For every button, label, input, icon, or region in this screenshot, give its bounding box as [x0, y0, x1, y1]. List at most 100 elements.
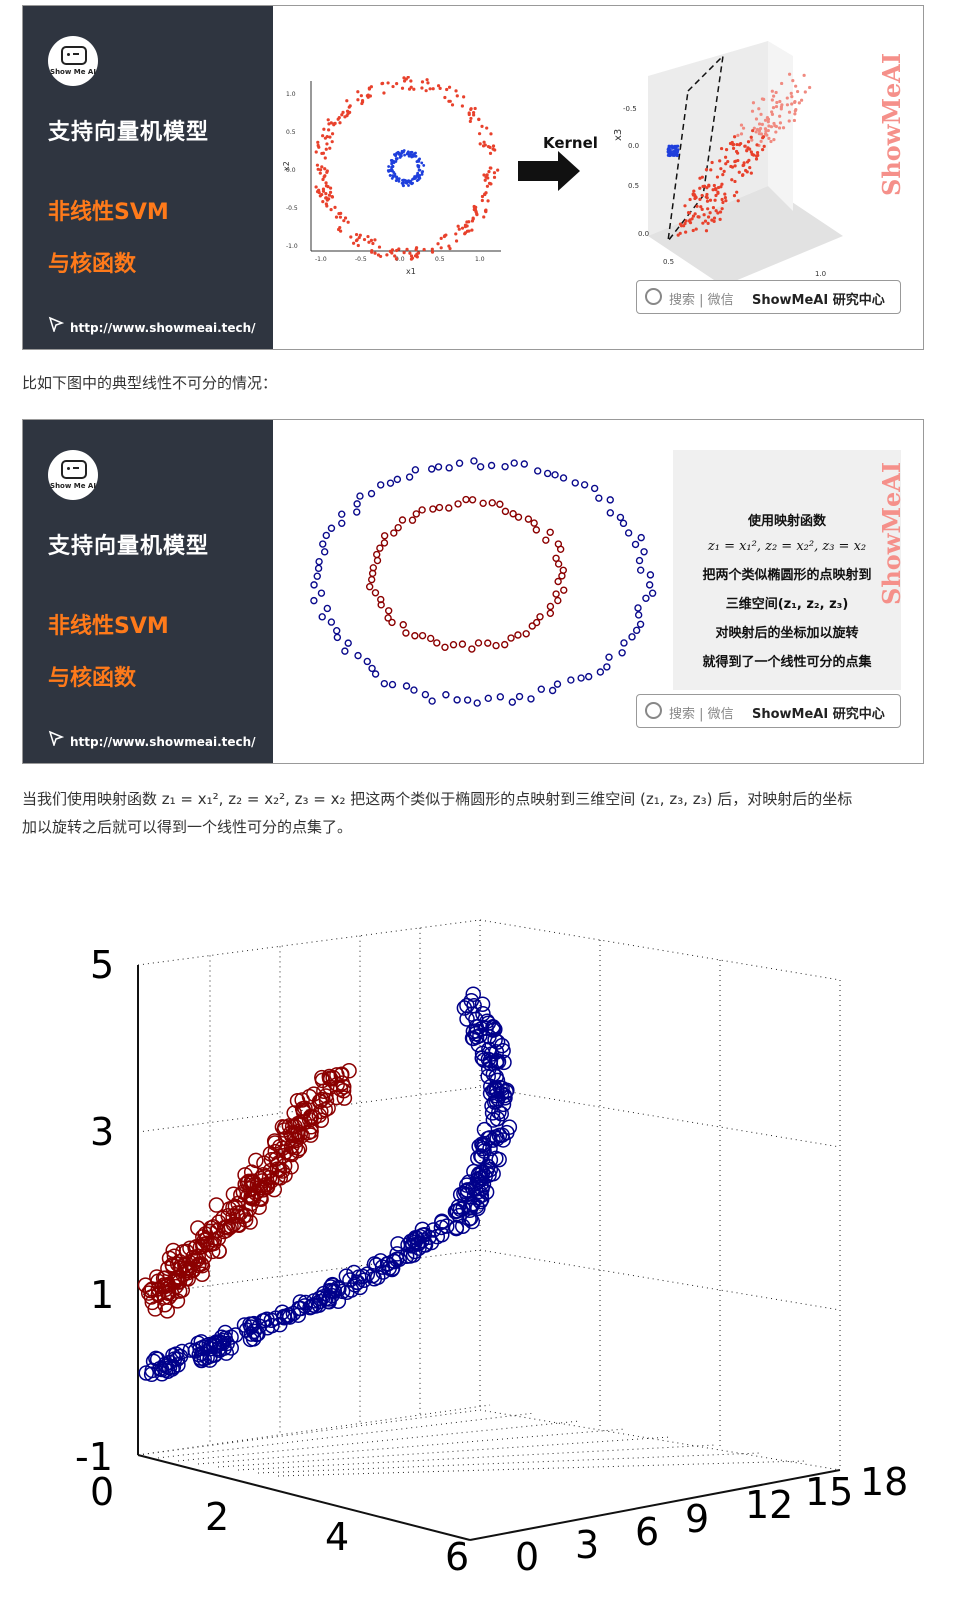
data-point	[358, 233, 362, 237]
series-red-points	[137, 1063, 357, 1319]
data-point	[766, 128, 770, 133]
data-point	[173, 1260, 189, 1277]
data-point	[460, 104, 464, 108]
grid-line	[137, 1409, 841, 1471]
data-point	[391, 84, 395, 89]
data-point	[533, 467, 542, 475]
data-point	[711, 188, 715, 192]
data-point	[346, 220, 350, 224]
mapped-blue-points	[666, 144, 680, 158]
y-tick-label: -1.0	[286, 243, 298, 250]
data-point	[483, 143, 487, 147]
data-point	[246, 1323, 262, 1340]
data-point	[474, 1050, 490, 1066]
floor-line	[277, 1460, 806, 1477]
banner-url[interactable]: http://www.showmeai.tech/	[48, 730, 256, 749]
data-point	[507, 634, 515, 642]
data-point	[348, 104, 352, 108]
data-point	[808, 85, 812, 90]
circles-2d-plot: 1.0 0.5 0.0 -0.5 -1.0 -1.0 -0.5 0.0 0.5 1.0 x2 x…	[282, 76, 501, 276]
data-point	[329, 208, 333, 212]
3d-dotted-grid	[137, 919, 841, 1541]
data-point	[631, 540, 640, 549]
data-point	[433, 1219, 450, 1236]
wechat-search-box[interactable]: 搜索 | 微信 ShowMeAI 研究中心	[636, 694, 901, 728]
data-point	[255, 1313, 271, 1329]
data-point	[548, 686, 557, 695]
data-point	[794, 84, 798, 88]
data-point	[750, 109, 755, 113]
search-account-name: ShowMeAI 研究中心	[752, 293, 885, 308]
data-point	[553, 680, 562, 688]
data-point	[422, 247, 426, 252]
data-point	[532, 526, 541, 534]
data-point	[339, 229, 343, 233]
data-point	[407, 184, 410, 187]
data-point	[687, 219, 692, 223]
data-point	[447, 99, 451, 103]
data-point	[345, 109, 350, 113]
data-point	[341, 1063, 357, 1079]
data-point	[315, 1289, 331, 1305]
data-point	[465, 986, 481, 1002]
data-point	[457, 227, 461, 231]
data-point	[778, 114, 782, 118]
data-point	[755, 143, 759, 147]
data-point	[385, 253, 389, 257]
data-point	[341, 110, 345, 114]
data-point	[406, 151, 409, 155]
data-point	[206, 1336, 222, 1353]
data-point	[468, 645, 476, 653]
data-point	[683, 204, 687, 208]
y-tick: 1.0	[815, 270, 826, 278]
data-point	[364, 1268, 381, 1284]
data-point	[789, 91, 793, 95]
data-point	[390, 529, 398, 537]
data-point	[320, 548, 329, 556]
data-point	[489, 132, 493, 136]
data-point	[380, 539, 389, 547]
data-point	[705, 192, 709, 197]
floor-line	[137, 1404, 491, 1456]
data-point	[774, 90, 778, 95]
data-point	[590, 484, 599, 493]
data-point	[476, 463, 485, 471]
data-point	[554, 577, 562, 586]
data-point	[769, 125, 774, 129]
data-point	[394, 523, 402, 532]
data-point	[705, 186, 709, 190]
data-point	[391, 169, 394, 172]
data-point	[325, 204, 329, 208]
data-point	[327, 128, 331, 132]
data-point	[313, 572, 321, 580]
data-point	[473, 699, 481, 707]
data-point	[733, 135, 737, 139]
data-point	[705, 199, 710, 203]
data-point	[450, 103, 455, 107]
data-point	[648, 589, 657, 597]
data-point	[763, 127, 768, 131]
search-account-name: ShowMeAI 研究中心	[752, 707, 885, 722]
data-point	[453, 696, 461, 704]
data-point	[371, 241, 375, 246]
data-point	[373, 556, 382, 565]
data-point	[537, 685, 545, 693]
cursor-icon	[48, 316, 64, 332]
y-tick-label: 9	[685, 1497, 709, 1541]
data-point	[445, 87, 449, 92]
data-point	[780, 103, 784, 107]
outer-ellipse-points	[310, 457, 657, 707]
data-point	[373, 550, 381, 559]
data-point	[475, 213, 479, 217]
data-point	[462, 95, 466, 99]
robot-face-icon	[61, 460, 87, 479]
y-tick-label: 15	[805, 1470, 853, 1514]
banner-url[interactable]: http://www.showmeai.tech/	[48, 316, 256, 335]
3d-side-pane	[768, 41, 793, 211]
wechat-search-box[interactable]: 搜索 | 微信 ShowMeAI 研究中心	[636, 280, 901, 314]
data-point	[225, 1186, 242, 1202]
data-point	[726, 159, 730, 164]
data-point	[524, 515, 533, 523]
data-point	[479, 499, 487, 508]
data-point	[395, 176, 399, 180]
